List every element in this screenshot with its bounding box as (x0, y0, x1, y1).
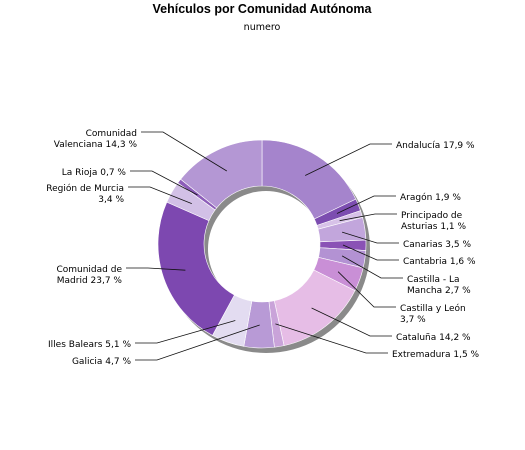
leader-line-comunidad-valenciana (141, 131, 228, 172)
label-cantabria: Cantabria 1,6 % (403, 257, 476, 267)
label-illes-balears: Illes Balears 5,1 % (48, 340, 131, 350)
leader-line-la-rioja (130, 170, 198, 196)
label-region-de-murcia: Región de Murcia 3,4 % (46, 183, 124, 205)
label-comunidad-valenciana: Comunidad Valenciana 14,3 % (54, 129, 138, 150)
label-galicia: Galicia 4,7 % (72, 357, 131, 367)
leader-line-castilla-y-leon (337, 271, 396, 308)
slice-comunidad-valenciana (180, 139, 263, 209)
label-principado-de-asturias: Principado de Asturias 1,1 % (401, 211, 467, 232)
leader-line-canarias (341, 231, 399, 244)
leader-line-andalucia (305, 143, 392, 176)
slice-group (157, 139, 367, 349)
label-aragon: Aragón 1,9 % (400, 192, 461, 203)
label-canarias: Canarias 3,5 % (403, 240, 471, 250)
label-cataluna: Cataluña 14,2 % (396, 333, 471, 343)
label-la-rioja: La Rioja 0,7 % (62, 168, 127, 178)
label-comunidad-de-madrid: Comunidad de Madrid 23,7 % (56, 265, 122, 286)
chart-title: Vehículos por Comunidad Autónoma (153, 2, 373, 16)
leader-line-galicia (135, 324, 260, 361)
label-andalucia: Andalucía 17,9 % (396, 141, 475, 151)
leader-line-principado-de-asturias (339, 213, 397, 222)
leader-line-aragon (336, 195, 396, 214)
leader-line-comunidad-de-madrid (126, 267, 186, 271)
chart-subtitle: numero (244, 22, 281, 33)
leader-line-castilla-la-mancha (341, 255, 403, 279)
label-castilla-la-mancha: Castilla - La Mancha 2,7 % (407, 275, 471, 296)
leader-line-region-de-murcia (128, 186, 192, 204)
leader-line-cantabria (342, 244, 399, 261)
leader-line-extremadura (275, 323, 388, 354)
label-castilla-y-leon: Castilla y León 3,7 % (400, 303, 466, 325)
slice-comunidad-de-madrid (157, 201, 235, 336)
leader-line-group (126, 131, 403, 361)
leader-line-cataluna (311, 307, 392, 337)
leader-line-illes-balears (135, 320, 236, 344)
label-extremadura: Extremadura 1,5 % (392, 350, 480, 360)
label-group: Andalucía 17,9 % Aragón 1,9 % Principado d… (46, 129, 479, 367)
